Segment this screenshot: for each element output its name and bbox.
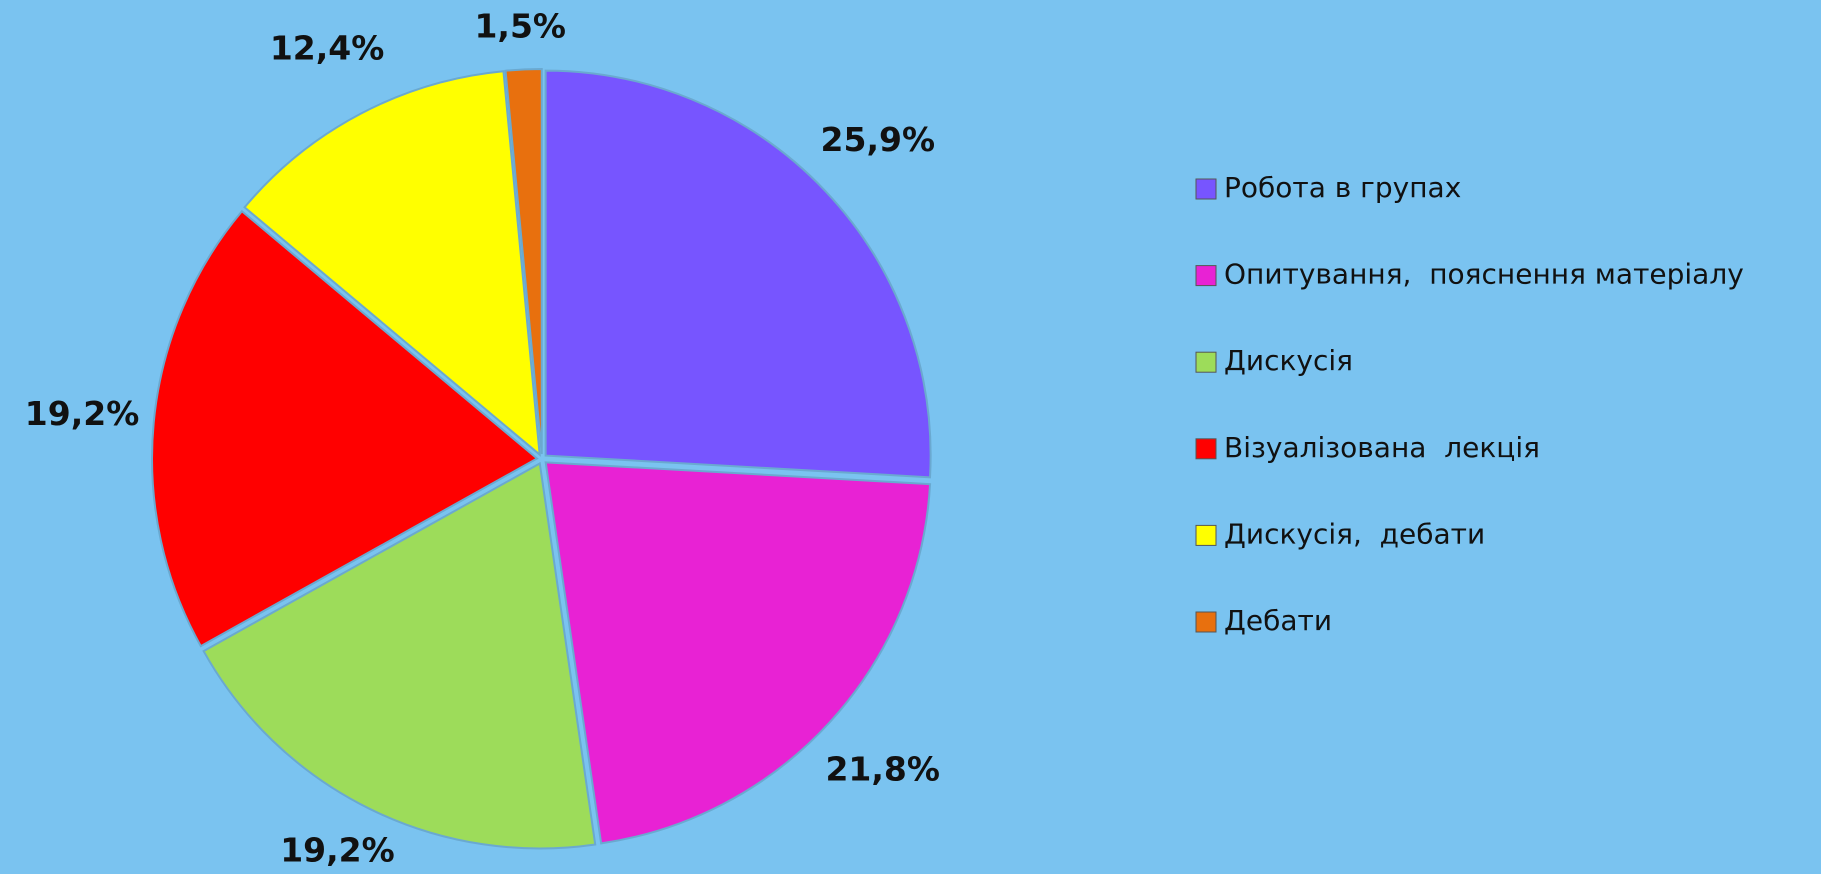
legend-swatch (1195, 351, 1217, 373)
legend-label: Візуалізована лекція (1224, 431, 1540, 464)
legend-swatch (1195, 524, 1217, 546)
value-label: 25,9% (821, 120, 936, 159)
legend-swatch (1195, 265, 1217, 287)
legend-swatch (1195, 438, 1217, 460)
value-label: 19,2% (25, 394, 140, 433)
legend-label: Робота в групах (1224, 171, 1461, 204)
value-label: 1,5% (474, 7, 566, 46)
pie-slice (202, 461, 597, 850)
legend-label: Дискусія, дебати (1224, 517, 1485, 550)
pie-slice (544, 461, 932, 845)
legend-label: Опитування, пояснення матеріалу (1224, 258, 1744, 291)
legend-label: Дискусія (1224, 344, 1353, 377)
value-label: 21,8% (825, 750, 940, 789)
legend-swatch (1195, 178, 1217, 200)
legend-swatch (1195, 611, 1217, 633)
pie-slice (243, 70, 541, 457)
pie-slice (544, 69, 932, 479)
value-label: 12,4% (270, 29, 385, 68)
legend-label: Дебати (1224, 604, 1332, 637)
value-label: 19,2% (280, 831, 395, 870)
pie-slice (504, 68, 543, 455)
pie-slice (151, 209, 539, 648)
